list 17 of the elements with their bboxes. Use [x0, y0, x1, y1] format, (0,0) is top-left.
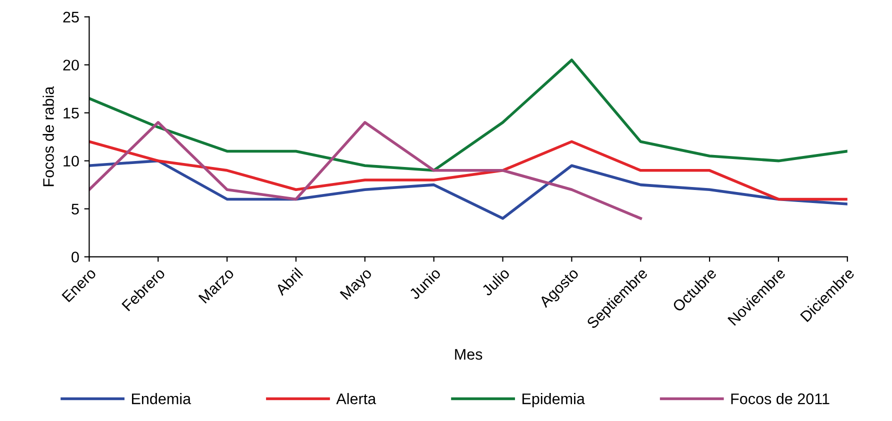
legend-label: Epidemia: [522, 393, 585, 408]
x-axis-title: Mes: [455, 349, 482, 360]
y-tick-label: 15: [64, 108, 79, 119]
line-series: [89, 159, 848, 220]
y-tick-label: 20: [63, 60, 79, 71]
y-tick-label: 10: [64, 156, 79, 167]
line-series: [89, 140, 848, 201]
legend-label: Alerta: [336, 393, 376, 404]
legend-label: Focos de 2011: [731, 393, 830, 404]
y-tick-label: 0: [72, 252, 79, 262]
y-tick-label: 25: [63, 12, 79, 23]
x-tick-label: Julio: [480, 266, 510, 297]
line-series: [89, 58, 848, 172]
y-axis-title: Focos de rabia: [42, 86, 54, 186]
line-series: [89, 121, 642, 220]
legend-label: Endemia: [132, 393, 192, 404]
y-tick-label: 5: [72, 204, 79, 214]
